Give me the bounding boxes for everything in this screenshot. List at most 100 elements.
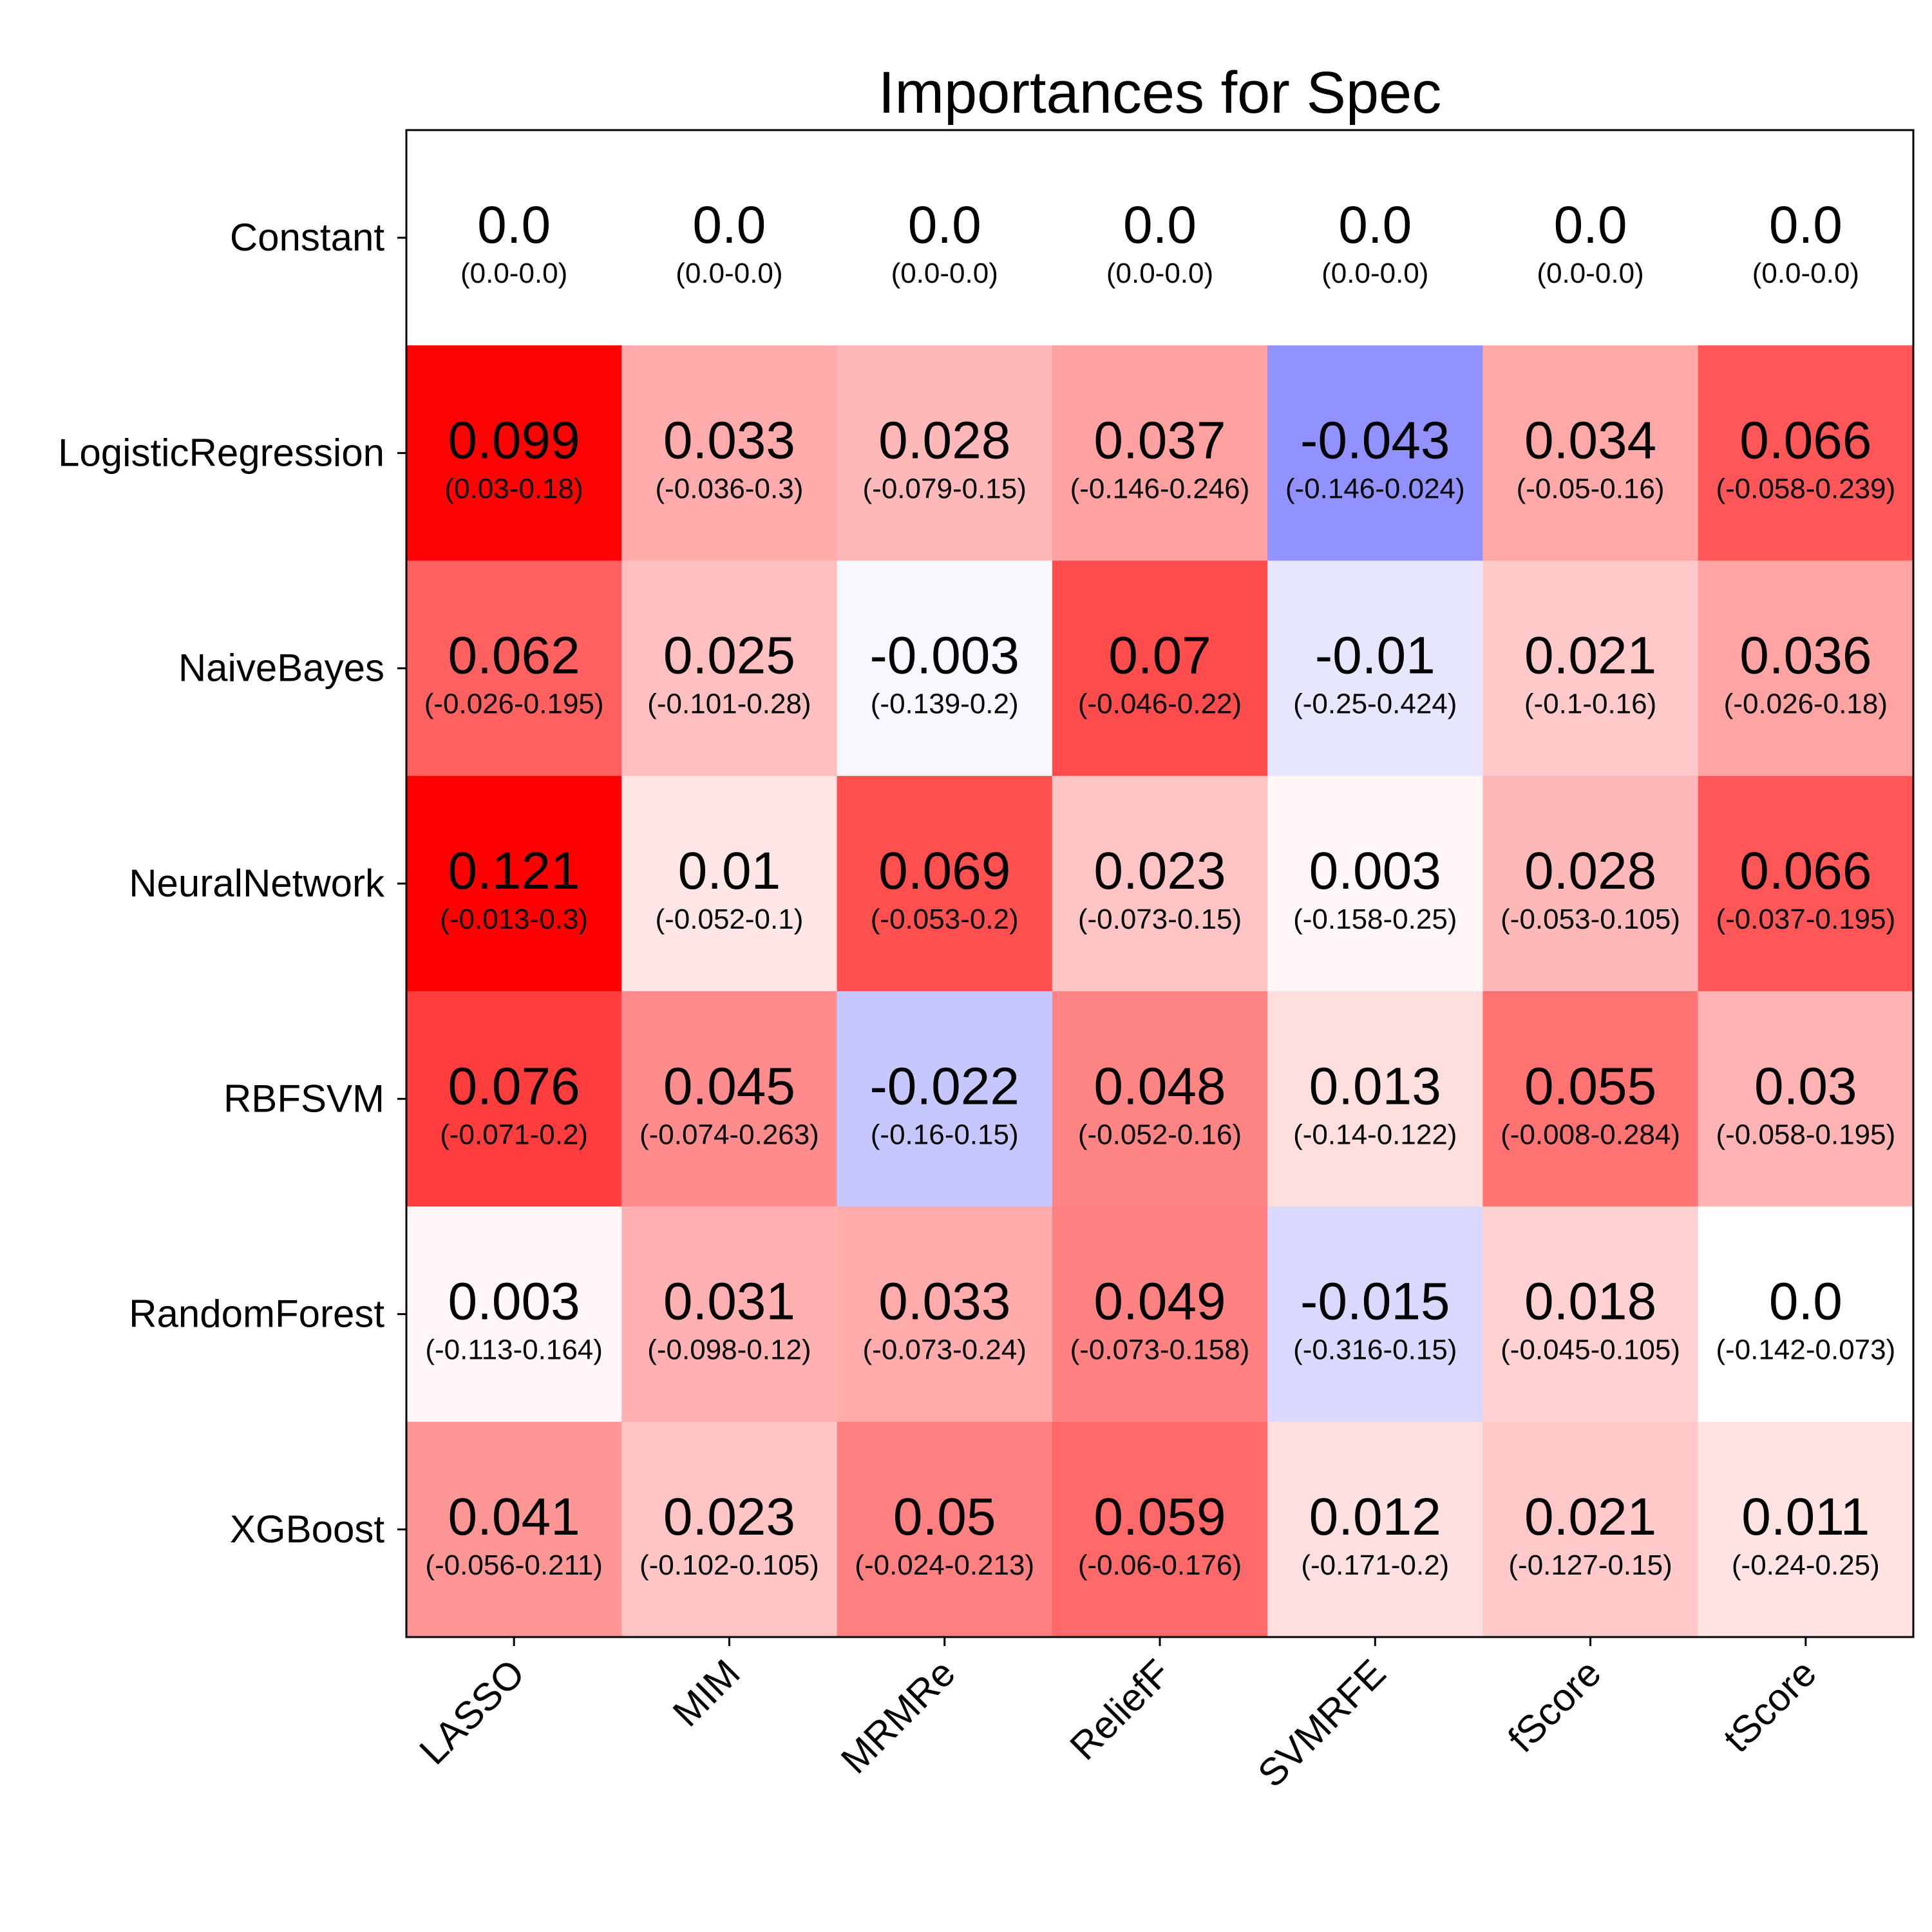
y-tick-label: RandomForest [129,1293,384,1336]
cell-interval-label: (0.0-0.0) [1321,258,1428,289]
y-tick-label: NeuralNetwork [129,862,385,905]
cell-value-label: 0.066 [1739,842,1871,900]
heatmap-cell [1267,345,1483,562]
cell-value-label: 0.003 [448,1273,580,1331]
cell-value-label: 0.07 [1108,627,1211,685]
heatmap-cell [621,775,838,992]
cell-value-label: 0.01 [678,842,781,900]
x-tick-label: ReliefF [1061,1651,1179,1768]
cell-value-label: 0.0 [908,196,981,254]
heatmap-cell [837,1421,1053,1638]
cell-interval-label: (-0.052-0.16) [1078,1119,1242,1150]
cell-interval-label: (0.0-0.0) [1106,258,1213,289]
heatmap-cell [1482,1421,1699,1638]
cell-value-label: 0.066 [1739,411,1871,469]
cell-value-label: 0.0 [1769,1273,1842,1331]
cell-interval-label: (-0.098-0.12) [647,1334,811,1366]
heatmap-cell [1698,345,1914,562]
y-tick-label: Constant [230,216,384,259]
heatmap-cell [837,1206,1053,1423]
cell-interval-label: (-0.026-0.195) [424,688,604,720]
heatmap-cell [1482,560,1699,777]
cell-value-label: 0.025 [663,627,795,685]
x-tick-label: SVMRFE [1249,1651,1394,1795]
cell-interval-label: (-0.058-0.239) [1716,473,1895,504]
heatmap-cell [1052,345,1268,562]
cell-value-label: 0.036 [1739,627,1871,685]
cell-value-label: 0.0 [1338,196,1412,254]
heatmap-cell [1267,560,1483,777]
cell-interval-label: (-0.14-0.122) [1293,1119,1457,1150]
heatmap-cell [1482,130,1699,346]
heatmap-cell [406,775,622,992]
y-tick-label: XGBoost [230,1508,384,1551]
x-tick-label: fScore [1500,1651,1609,1761]
heatmap-cell [1698,991,1914,1207]
cell-value-label: 0.069 [878,842,1010,900]
y-tick-label: NaiveBayes [178,647,384,690]
heatmap-cell [1267,130,1483,346]
cell-value-label: 0.021 [1524,627,1656,685]
heatmap-cell [1267,1206,1483,1423]
cell-value-label: 0.0 [1769,196,1842,254]
cell-value-label: -0.003 [869,627,1019,685]
heatmap-cell [1267,775,1483,992]
cell-interval-label: (0.0-0.0) [676,258,782,289]
cell-interval-label: (-0.074-0.263) [639,1119,819,1150]
cell-value-label: 0.0 [1123,196,1197,254]
heatmap-cell [1698,775,1914,992]
heatmap-cell [621,1206,838,1423]
heatmap-cell [1698,1421,1914,1638]
cell-interval-label: (-0.053-0.2) [871,904,1019,935]
cell-interval-label: (-0.046-0.22) [1078,688,1242,720]
cell-interval-label: (0.0-0.0) [460,258,567,289]
cell-value-label: -0.022 [869,1057,1019,1115]
heatmap-cell [1052,775,1268,992]
heatmap-cell [1698,1206,1914,1423]
cell-value-label: 0.048 [1094,1057,1226,1115]
x-tick-label: MIM [665,1651,748,1735]
heatmap-cell [621,130,838,346]
cell-interval-label: (-0.008-0.284) [1501,1119,1680,1150]
cell-interval-label: (-0.146-0.246) [1070,473,1250,504]
cell-interval-label: (-0.101-0.28) [647,688,811,720]
heatmap-cell [1267,991,1483,1207]
cell-interval-label: (-0.146-0.024) [1285,473,1465,504]
x-tick-label: MRMRe [833,1651,963,1782]
cell-value-label: 0.023 [1094,842,1226,900]
y-tick-label: LogisticRegression [58,431,384,474]
cell-interval-label: (-0.073-0.15) [1078,904,1242,935]
cell-interval-label: (-0.139-0.2) [871,688,1019,720]
heatmap-cell [406,1206,622,1423]
heatmap-cell [1267,1421,1483,1638]
cell-value-label: 0.049 [1094,1273,1226,1331]
heatmap-cell [837,130,1053,346]
cell-interval-label: (-0.127-0.15) [1508,1549,1672,1581]
cell-value-label: 0.0 [692,196,766,254]
cell-interval-label: (-0.25-0.424) [1293,688,1457,720]
heatmap-cell [1052,560,1268,777]
cell-interval-label: (-0.073-0.24) [863,1334,1027,1366]
cell-value-label: 0.121 [448,842,580,900]
cell-value-label: 0.003 [1309,842,1441,900]
heatmap-cell [621,1421,838,1638]
cell-interval-label: (-0.056-0.211) [425,1549,603,1581]
heatmap-cell [1052,130,1268,346]
cell-interval-label: (-0.024-0.213) [855,1549,1034,1581]
x-tick-label: LASSO [411,1651,533,1773]
heatmap-cell [1052,1421,1268,1638]
heatmap-cell [1482,345,1699,562]
cell-value-label: 0.041 [448,1488,580,1546]
heatmap-cell [406,1421,622,1638]
cell-interval-label: (-0.079-0.15) [863,473,1027,504]
cell-interval-label: (-0.06-0.176) [1078,1549,1242,1581]
heatmap-cell [1698,130,1914,346]
cell-value-label: 0.055 [1524,1057,1656,1115]
cell-value-label: 0.033 [663,411,795,469]
heatmap-cell [1052,991,1268,1207]
heatmap-cell [837,775,1053,992]
cell-value-label: 0.099 [448,411,580,469]
cell-interval-label: (0.0-0.0) [1537,258,1643,289]
heatmap-cell [621,345,838,562]
